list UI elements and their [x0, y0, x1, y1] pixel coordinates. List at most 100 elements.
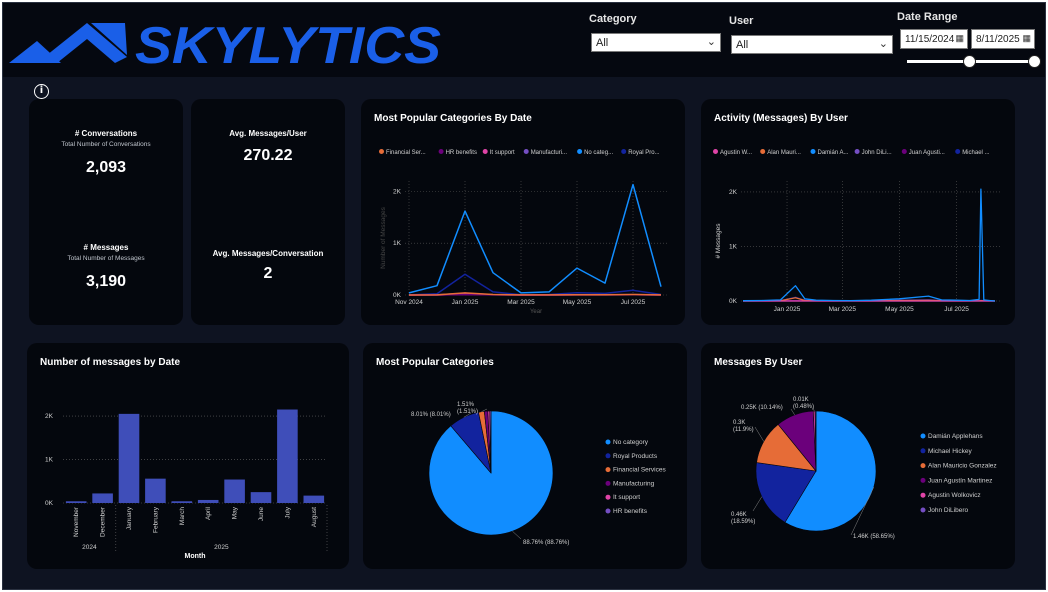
- x-tick-label: March: [179, 507, 186, 525]
- data-label: 0.01K: [793, 397, 809, 403]
- legend-label: Damián A...: [818, 150, 849, 156]
- data-label: 0.3K: [733, 420, 745, 426]
- pie-slice: [814, 410, 817, 472]
- label-leader: [752, 496, 763, 512]
- kpi-messages-subtitle: Total Number of Messages: [67, 255, 145, 262]
- legend-label: Alan Mauri...: [767, 150, 801, 156]
- data-label: 1.51%: [457, 402, 475, 408]
- bar: [92, 493, 113, 503]
- calendar-icon[interactable]: ▦: [955, 33, 964, 43]
- x-tick-label: Jul 2025: [621, 299, 646, 306]
- legend-marker: [605, 467, 611, 473]
- y-tick-label: 0K: [729, 298, 738, 305]
- legend-marker: [605, 453, 611, 459]
- label-leader: [463, 412, 472, 418]
- data-label: 1.46K (58.65%): [853, 534, 895, 540]
- messages-by-date-chart: 0K 1K 2K November December January February Mar…: [45, 409, 328, 560]
- bar: [197, 499, 219, 503]
- data-label: (1.51%): [457, 409, 478, 415]
- x-tick-label: May: [232, 506, 239, 519]
- legend-label: It support: [490, 150, 515, 156]
- legend-label: Agustin W...: [720, 150, 752, 156]
- label-leader: [812, 406, 815, 412]
- x-tick-label: February: [152, 506, 159, 533]
- y-tick-label: 2K: [45, 413, 54, 420]
- legend-label: Alan Mauricio Gonzalez: [928, 463, 997, 470]
- header-bar: SKYLYTICS Category All ⌄ User All ⌄ Date…: [3, 3, 1045, 77]
- logo-text: SKYLYTICS: [135, 17, 441, 69]
- date-range-end-handle[interactable]: [1028, 55, 1041, 68]
- legend-marker: [577, 149, 583, 154]
- label-leader: [754, 426, 765, 442]
- y-tick-label: 1K: [729, 243, 738, 250]
- legend-label: Juan Agusti...: [909, 150, 945, 156]
- data-label: (11.9%): [733, 427, 754, 433]
- legend-marker: [523, 149, 529, 154]
- y-tick-label: 1K: [45, 457, 54, 464]
- y-axis-label: Number of Messages: [380, 206, 387, 269]
- bar: [171, 501, 193, 503]
- logo-mark: [91, 23, 127, 55]
- legend-marker: [760, 149, 766, 154]
- x-tick-label: Jan 2025: [452, 299, 479, 306]
- data-label: 0.46K: [731, 512, 747, 518]
- y-tick-label: 1K: [393, 240, 402, 247]
- legend-marker: [920, 477, 926, 483]
- x-tick-label: May 2025: [563, 299, 592, 306]
- date-range-start-handle[interactable]: [963, 55, 976, 68]
- calendar-icon[interactable]: ▦: [1022, 33, 1031, 43]
- start-date-input[interactable]: 11/15/2024 ▦: [900, 29, 968, 49]
- legend-label: Agustin Wolkovicz: [928, 492, 981, 499]
- chart-title: Number of messages by Date: [40, 357, 181, 368]
- series-line: [408, 183, 662, 294]
- legend-label: Royal Products: [613, 453, 658, 460]
- category-select[interactable]: All ⌄: [591, 33, 721, 52]
- kpi-messages-title: # Messages: [83, 243, 129, 252]
- legend-marker: [482, 149, 488, 154]
- legend-label: No category: [613, 439, 649, 446]
- info-icon[interactable]: i: [34, 84, 49, 99]
- year-label: 2024: [82, 544, 97, 551]
- legend-marker: [920, 492, 926, 498]
- legend-label: No categ...: [584, 150, 613, 156]
- x-tick-label: Jul 2025: [944, 306, 969, 313]
- end-date-input[interactable]: 8/11/2025 ▦: [971, 29, 1035, 49]
- legend-marker: [605, 494, 611, 500]
- bar: [224, 479, 245, 503]
- series-line: [742, 188, 996, 302]
- legend-label: Financial Ser...: [386, 150, 426, 156]
- skylytics-logo: SKYLYTICS: [9, 17, 441, 69]
- legend-marker: [621, 149, 627, 154]
- legend-label: Juan Agustín Martinez: [928, 477, 992, 484]
- categories-by-date-card: Most Popular Categories By Date Financia…: [361, 99, 685, 325]
- kpi-avg-conversation-value: 2: [263, 265, 273, 282]
- legend-label: HR benefits: [446, 150, 477, 156]
- category-select-value: All: [596, 37, 609, 49]
- x-tick-label: Mar 2025: [829, 306, 857, 313]
- logo-mark: [37, 23, 127, 63]
- x-tick-label: December: [100, 506, 107, 537]
- user-filter-label: User: [729, 15, 754, 27]
- label-leader: [512, 531, 522, 540]
- popular-categories-card: Most Popular Categories 88.76% (88.76%) 8…: [363, 343, 687, 569]
- bar: [250, 492, 272, 503]
- data-label: (0.48%): [793, 404, 814, 410]
- legend-label: HR benefits: [613, 508, 648, 515]
- category-filter-label: Category: [589, 13, 637, 25]
- legend-label: Michael Hickey: [928, 448, 972, 455]
- legend-marker: [438, 149, 444, 154]
- legend-marker: [920, 433, 926, 439]
- legend-marker: [713, 149, 718, 154]
- user-select[interactable]: All ⌄: [731, 35, 893, 54]
- y-axis-label: # Messages: [715, 223, 722, 259]
- legend-label: It support: [613, 494, 640, 501]
- legend-marker: [920, 463, 926, 469]
- popular-categories-chart: 88.76% (88.76%) 8.01% (8.01%) 1.51%(1.51%)…: [411, 402, 666, 546]
- legend-marker: [810, 149, 816, 154]
- label-leader: [481, 408, 488, 412]
- legend-marker: [920, 507, 926, 513]
- x-tick-label: April: [205, 506, 212, 520]
- data-label: 88.76% (88.76%): [523, 540, 569, 546]
- messages-by-date-card: Number of messages by Date 0K 1K 2K Novembe…: [27, 343, 349, 569]
